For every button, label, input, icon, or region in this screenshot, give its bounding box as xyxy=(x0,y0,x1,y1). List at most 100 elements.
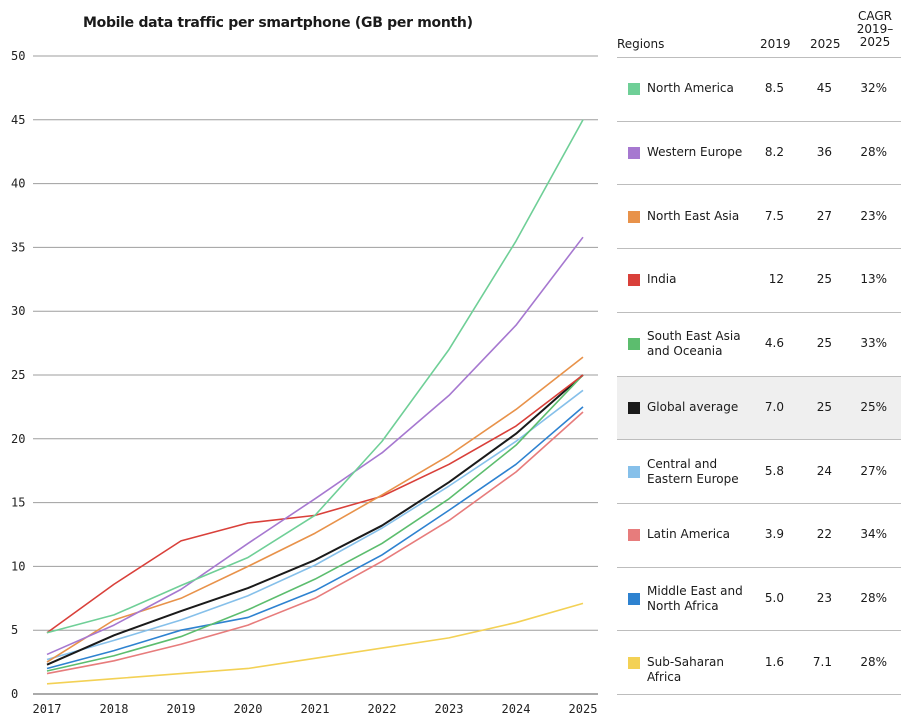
x-tick-label: 2023 xyxy=(435,702,464,716)
region-name-line: Latin America xyxy=(647,527,730,542)
value-2025: 25 xyxy=(816,336,832,351)
legend-swatch xyxy=(628,274,640,287)
table-header-2025: 2025 xyxy=(810,37,841,51)
value-2025: 27 xyxy=(816,208,832,223)
cagr-header-line: 2019– xyxy=(856,22,894,36)
table-divider xyxy=(617,248,901,250)
region-name: Latin America xyxy=(647,527,757,542)
region-name-line: India xyxy=(647,272,677,287)
value-2025: 7.1 xyxy=(812,654,832,669)
legend-swatch xyxy=(628,147,640,160)
cagr-header-line: CAGR xyxy=(857,9,892,23)
series-line-north-america xyxy=(46,119,584,634)
value-cagr: 28% xyxy=(860,590,887,605)
table-divider xyxy=(617,57,901,58)
series-line-south-east-asia-and-oceania xyxy=(46,374,584,672)
y-tick-label: 50 xyxy=(11,49,25,63)
value-cagr: 28% xyxy=(860,145,887,160)
series-line-global-average xyxy=(46,374,584,666)
table-divider xyxy=(617,375,901,377)
table-row: Sub-Saharan Africa 1.6 7.1 28% xyxy=(617,631,901,694)
series-line-north-east-asia xyxy=(46,356,584,663)
value-2025: 25 xyxy=(816,272,832,287)
value-2019: 12 xyxy=(768,272,784,287)
cagr-header-line: 2025 xyxy=(859,35,891,49)
series-line-sub-saharan-africa xyxy=(46,602,584,685)
x-tick-label: 2018 xyxy=(100,702,129,716)
value-2025: 23 xyxy=(816,590,832,605)
x-tick-label: 2017 xyxy=(33,702,62,716)
legend-swatch xyxy=(628,592,640,605)
value-2019: 7.5 xyxy=(764,208,784,223)
value-2025: 45 xyxy=(816,81,832,96)
y-tick-label: 5 xyxy=(11,623,18,637)
legend-swatch xyxy=(628,210,640,223)
series-lines xyxy=(46,119,584,685)
value-2025: 24 xyxy=(816,463,832,478)
value-2019: 5.8 xyxy=(764,463,784,478)
value-cagr: 23% xyxy=(860,208,887,223)
region-name: India xyxy=(647,272,757,287)
x-tick-label: 2019 xyxy=(167,702,196,716)
series-line-latin-america xyxy=(46,411,584,675)
table-divider xyxy=(617,694,901,695)
table-row: Latin America 3.9 22 34% xyxy=(617,504,901,567)
value-cagr: 13% xyxy=(860,272,887,287)
value-cagr: 27% xyxy=(860,463,887,478)
y-tick-label: 0 xyxy=(11,687,18,701)
table-divider xyxy=(617,630,901,632)
region-name-line: Middle East and xyxy=(647,583,743,598)
table-row: Central and Eastern Europe 5.8 24 27% xyxy=(617,440,901,503)
x-tick-label: 2022 xyxy=(368,702,397,716)
legend-swatch xyxy=(628,656,640,669)
x-tick-label: 2025 xyxy=(569,702,598,716)
y-tick-label: 15 xyxy=(11,496,25,510)
value-cagr: 33% xyxy=(860,336,887,351)
table-divider xyxy=(617,566,901,568)
table-divider xyxy=(617,184,901,186)
region-name-line: North Africa xyxy=(647,598,719,613)
value-2019: 4.6 xyxy=(764,336,784,351)
series-line-central-and-eastern-europe xyxy=(46,389,584,661)
table-header-regions: Regions xyxy=(617,37,665,51)
table-divider xyxy=(617,502,901,504)
y-tick-label: 10 xyxy=(11,559,25,573)
table-row: India 12 25 13% xyxy=(617,249,901,312)
value-cagr: 34% xyxy=(860,527,887,542)
value-cagr: 25% xyxy=(860,399,887,414)
x-axis-ticks: 2017 2018 2019 2020 2021 2022 2023 2024 2025 xyxy=(33,702,598,716)
region-name: Sub-Saharan Africa xyxy=(647,655,757,685)
value-2019: 5.0 xyxy=(764,590,784,605)
region-name-line: Global average xyxy=(647,399,739,414)
x-tick-label: 2021 xyxy=(301,702,330,716)
value-2019: 7.0 xyxy=(764,399,784,414)
table-row: North East Asia 7.5 27 23% xyxy=(617,185,901,248)
y-tick-label: 25 xyxy=(11,368,25,382)
region-name: South East Asia and Oceania xyxy=(647,329,757,359)
region-name: North America xyxy=(647,81,757,96)
table-row: South East Asia and Oceania 4.6 25 33% xyxy=(617,313,901,376)
value-cagr: 32% xyxy=(860,81,887,96)
value-2019: 3.9 xyxy=(764,527,784,542)
region-name-line: North America xyxy=(647,81,734,96)
table-row: Global average 7.0 25 25% xyxy=(617,376,901,440)
y-tick-label: 30 xyxy=(11,304,25,318)
region-name-line: Central and xyxy=(647,456,718,471)
region-name: Central and Eastern Europe xyxy=(647,457,757,487)
legend-swatch xyxy=(628,83,640,96)
region-name-line: North East Asia xyxy=(647,208,740,223)
table-header-2019: 2019 xyxy=(760,37,791,51)
y-tick-label: 35 xyxy=(11,240,25,254)
table-row: Western Europe 8.2 36 28% xyxy=(617,122,901,185)
region-name: North East Asia xyxy=(647,209,757,224)
value-2025: 22 xyxy=(816,527,832,542)
region-name: Western Europe xyxy=(647,145,757,160)
chart-title: Mobile data traffic per smartphone (GB p… xyxy=(83,15,473,31)
value-2019: 8.5 xyxy=(764,81,784,96)
table-divider xyxy=(617,120,901,122)
table-row: Middle East and North Africa 5.0 23 28% xyxy=(617,568,901,631)
table-row: North America 8.5 45 32% xyxy=(617,58,901,121)
value-2019: 1.6 xyxy=(764,654,784,669)
y-tick-label: 20 xyxy=(11,432,25,446)
